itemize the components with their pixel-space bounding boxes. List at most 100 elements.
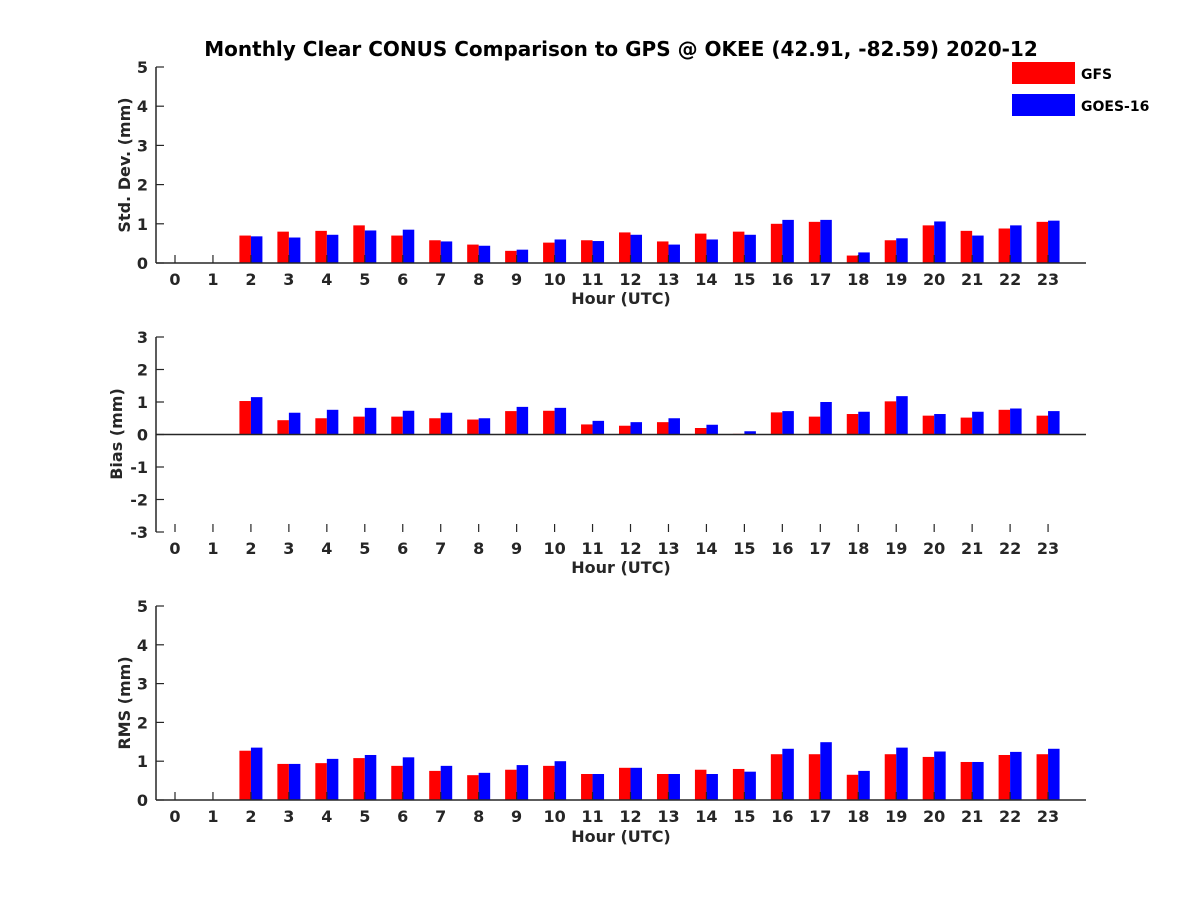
bias-bar-gfs-h9 — [505, 411, 517, 435]
rms-bar-goes16-h9 — [516, 765, 529, 800]
stddev-bar-goes16-h15 — [744, 234, 756, 263]
rms-bar-goes16-h16 — [782, 748, 794, 800]
rms-y-tick-label: 0 — [137, 791, 148, 810]
stddev-x-tick-label: 14 — [695, 270, 717, 289]
bias-x-tick-label: 19 — [885, 539, 907, 558]
stddev-bar-goes16-h8 — [478, 245, 491, 263]
bias-y-tick-label: 2 — [137, 361, 148, 380]
stddev-bar-gfs-h6 — [391, 235, 403, 263]
rms-x-tick-label: 14 — [695, 807, 717, 826]
rms-bar-goes16-h22 — [1010, 751, 1022, 800]
stddev-bar-goes16-h11 — [592, 241, 605, 263]
rms-bar-goes16-h18 — [858, 770, 870, 800]
rms-bar-goes16-h5 — [364, 754, 377, 800]
rms-x-axis-label: Hour (UTC) — [571, 827, 671, 846]
rms-bar-goes16-h3 — [288, 763, 301, 800]
bias-x-tick-label: 20 — [923, 539, 945, 558]
stddev-x-tick-label: 0 — [169, 270, 180, 289]
stddev-x-tick-label: 17 — [809, 270, 831, 289]
stddev-bar-goes16-h20 — [934, 221, 946, 263]
rms-bar-gfs-h17 — [808, 754, 821, 800]
rms-x-tick-label: 1 — [207, 807, 218, 826]
bias-x-tick-label: 17 — [809, 539, 831, 558]
stddev-bar-goes16-h9 — [516, 249, 529, 263]
bias-x-tick-label: 10 — [543, 539, 565, 558]
bias-bar-goes16-h23 — [1048, 411, 1060, 435]
rms-bar-gfs-h18 — [846, 774, 859, 800]
bias-y-tick-label: 1 — [137, 393, 148, 412]
stddev-y-tick-label: 3 — [137, 136, 148, 155]
stddev-bar-gfs-h3 — [277, 231, 289, 263]
rms-bar-gfs-h13 — [656, 774, 669, 800]
bias-bar-goes16-h21 — [972, 411, 984, 435]
bias-x-axis-label: Hour (UTC) — [571, 558, 671, 577]
bias-x-tick-label: 5 — [359, 539, 370, 558]
stddev-x-axis-label: Hour (UTC) — [571, 289, 671, 308]
rms-bar-gfs-h5 — [353, 758, 365, 800]
rms-y-axis-label: RMS (mm) — [115, 656, 134, 749]
stddev-x-tick-label: 13 — [657, 270, 679, 289]
stddev-bar-goes16-h19 — [896, 238, 908, 263]
rms-x-tick-label: 19 — [885, 807, 907, 826]
bias-x-tick-label: 16 — [771, 539, 793, 558]
bias-bar-gfs-h10 — [543, 410, 555, 435]
rms-x-tick-label: 13 — [657, 807, 679, 826]
rms-x-tick-label: 10 — [543, 807, 565, 826]
legend-swatch-goes16 — [1012, 94, 1075, 116]
bias-bar-gfs-h4 — [315, 418, 327, 435]
bias-bar-goes16-h15 — [744, 431, 756, 435]
bias-x-tick-label: 12 — [619, 539, 641, 558]
rms-bar-gfs-h20 — [922, 756, 935, 800]
stddev-x-tick-label: 7 — [435, 270, 446, 289]
bias-bar-gfs-h8 — [467, 419, 479, 435]
stddev-y-tick-label: 5 — [137, 58, 148, 77]
bias-bar-goes16-h13 — [668, 418, 680, 435]
stddev-x-tick-label: 1 — [207, 270, 218, 289]
rms-x-tick-label: 23 — [1037, 807, 1059, 826]
stddev-y-tick-label: 0 — [137, 254, 148, 273]
stddev-y-tick-label: 4 — [137, 97, 148, 116]
bias-x-tick-label: 22 — [999, 539, 1021, 558]
stddev-x-tick-label: 20 — [923, 270, 945, 289]
stddev-bar-gfs-h10 — [543, 242, 555, 263]
stddev-x-tick-label: 16 — [771, 270, 793, 289]
rms-x-tick-label: 0 — [169, 807, 180, 826]
stddev-bar-goes16-h17 — [820, 219, 832, 263]
rms-bar-goes16-h20 — [934, 751, 946, 800]
rms-bar-goes16-h4 — [326, 758, 339, 800]
rms-x-tick-label: 20 — [923, 807, 945, 826]
stddev-bar-gfs-h19 — [884, 240, 897, 263]
rms-bar-goes16-h10 — [554, 761, 567, 800]
bias-x-tick-label: 14 — [695, 539, 717, 558]
bias-x-tick-label: 9 — [511, 539, 522, 558]
bias-bar-gfs-h11 — [581, 424, 593, 435]
stddev-x-tick-label: 2 — [245, 270, 256, 289]
bias-x-tick-label: 21 — [961, 539, 983, 558]
stddev-y-tick-label: 1 — [137, 215, 148, 234]
bias-x-tick-label: 3 — [283, 539, 294, 558]
rms-x-tick-label: 17 — [809, 807, 831, 826]
rms-bar-gfs-h23 — [1036, 754, 1049, 800]
stddev-bar-goes16-h22 — [1010, 225, 1022, 263]
bias-bar-goes16-h12 — [630, 422, 643, 435]
bias-bar-goes16-h11 — [592, 420, 605, 435]
rms-bar-gfs-h22 — [998, 754, 1011, 800]
rms-bar-goes16-h19 — [896, 747, 908, 800]
stddev-bar-gfs-h8 — [467, 244, 479, 263]
stddev-bar-goes16-h7 — [440, 241, 453, 263]
stddev-bar-gfs-h7 — [429, 240, 441, 263]
bias-x-tick-label: 8 — [473, 539, 484, 558]
rms-x-tick-label: 5 — [359, 807, 370, 826]
rms-x-tick-label: 18 — [847, 807, 869, 826]
rms-bar-goes16-h8 — [478, 772, 491, 800]
chart-title: Monthly Clear CONUS Comparison to GPS @ … — [204, 37, 1038, 61]
rms-x-tick-label: 6 — [397, 807, 408, 826]
stddev-x-tick-label: 5 — [359, 270, 370, 289]
bias-x-tick-label: 11 — [581, 539, 603, 558]
stddev-x-tick-label: 8 — [473, 270, 484, 289]
bias-bar-gfs-h17 — [808, 416, 821, 435]
stddev-bar-goes16-h12 — [630, 234, 643, 263]
stddev-bar-goes16-h3 — [288, 237, 301, 263]
